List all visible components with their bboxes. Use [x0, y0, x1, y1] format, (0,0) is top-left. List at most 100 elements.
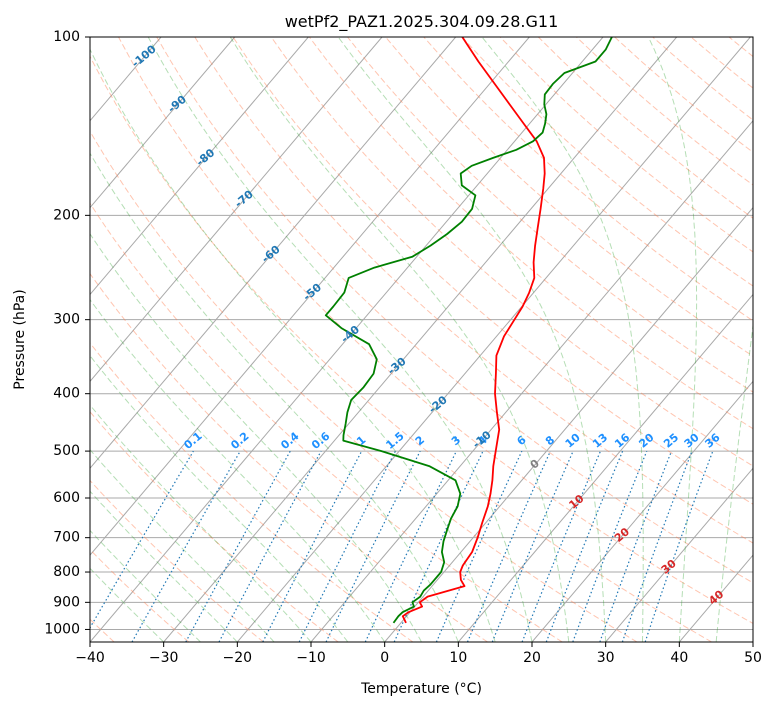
moist-adiabat-line	[482, 37, 643, 642]
dry-adiabat-line	[348, 37, 775, 642]
isotherm-line	[311, 37, 775, 642]
mixing-ratio-line	[299, 451, 395, 642]
x-tick-label: 50	[744, 650, 762, 666]
plot-frame	[90, 37, 753, 642]
mixing-ratio-label: 0.2	[228, 429, 251, 451]
temperature-profile-line	[403, 37, 545, 623]
moist-adiabat-line	[0, 37, 422, 642]
dewpoint-profile-line	[326, 37, 612, 623]
dry-adiabat-line	[195, 37, 775, 642]
chart-title: wetPf2_PAZ1.2025.304.09.28.G11	[285, 12, 559, 32]
isotherm-label: -60	[259, 243, 283, 266]
mixing-ratio-label: 20	[636, 431, 656, 451]
y-tick-label: 100	[53, 29, 80, 45]
x-tick-label: −20	[223, 650, 253, 666]
mixing-ratio-line	[186, 451, 290, 642]
mixing-ratio-line	[622, 451, 692, 642]
dry-adiabat-line	[42, 37, 637, 642]
mixing-ratio-label: 0.1	[181, 429, 204, 451]
x-tick-label: −10	[296, 650, 326, 666]
dry-adiabat-line	[615, 37, 775, 642]
x-tick-label: 40	[670, 650, 688, 666]
dry-adiabat-line	[500, 37, 775, 642]
isotherm-label: -90	[165, 93, 189, 116]
moist-adiabat-line	[716, 37, 775, 642]
isotherm-line	[16, 37, 529, 642]
x-tick-label: 10	[449, 650, 467, 666]
mixing-ratio-label: 10	[563, 431, 583, 451]
mixing-ratio-label: 13	[590, 431, 610, 451]
moist-adiabat-line	[33, 37, 458, 642]
x-tick-label: −40	[75, 650, 105, 666]
dry-adiabat-line	[767, 37, 775, 642]
mixing-ratio-label: 1	[354, 433, 368, 448]
moist-adiabat-line	[230, 37, 569, 642]
isotherm-line	[458, 37, 775, 642]
isotherm-line	[0, 37, 308, 642]
isotherm-line	[0, 37, 382, 642]
moist-adiabat-line	[84, 37, 495, 642]
x-axis-label: Temperature (°C)	[360, 681, 482, 697]
moist-adiabat-line	[148, 37, 532, 642]
moist-adiabat-line	[0, 141, 274, 642]
mixing-ratio-label: 16	[612, 431, 632, 451]
isotherm-label: -80	[194, 146, 218, 169]
moist-adiabat-line	[0, 73, 385, 642]
moist-adiabat-line	[0, 188, 201, 642]
mixing-ratio-label: 36	[702, 431, 722, 451]
x-tick-label: 0	[380, 650, 389, 666]
mixing-ratio-line	[132, 451, 240, 642]
x-tick-label: 20	[523, 650, 541, 666]
dry-adiabat-line	[0, 37, 338, 642]
mixing-ratio-label: 1.5	[383, 429, 406, 451]
y-tick-label: 300	[53, 312, 80, 328]
isotherm-line	[385, 37, 775, 642]
mixing-ratio-line	[600, 451, 672, 642]
dry-adiabat-line	[462, 37, 775, 642]
dry-adiabat-line	[4, 37, 562, 642]
y-tick-label: 900	[53, 594, 80, 610]
y-tick-label: 1000	[44, 621, 80, 637]
mixing-ratio-label: 0.6	[309, 429, 333, 452]
moist-adiabat-line	[0, 202, 164, 642]
mixing-ratio-label: 6	[514, 433, 528, 448]
mixing-ratio-line	[263, 451, 362, 642]
mixing-ratio-line	[468, 451, 551, 642]
moist-adiabat-line	[0, 166, 237, 642]
dry-adiabat-line	[386, 37, 775, 642]
y-tick-label: 200	[53, 207, 80, 223]
y-tick-label: 500	[53, 443, 80, 459]
isotherm-label: -50	[301, 281, 325, 304]
mixing-ratio-label: 8	[543, 433, 557, 448]
dry-adiabat-line	[0, 37, 189, 642]
mixing-ratio-label: 2	[413, 433, 427, 448]
moist-adiabat-line	[648, 37, 696, 642]
dry-adiabat-line	[0, 37, 488, 642]
mixing-ratio-line	[82, 451, 194, 642]
x-tick-label: −30	[149, 650, 179, 666]
mixing-ratio-line	[573, 451, 647, 642]
isotherm-label: -40	[338, 323, 362, 346]
mixing-ratio-label: 0.4	[278, 429, 302, 452]
isotherm-line	[606, 37, 775, 642]
isotherm-label: -100	[129, 42, 159, 70]
dry-adiabat-line	[691, 37, 775, 642]
x-tick-label: 30	[597, 650, 615, 666]
dry-adiabat-line	[576, 37, 775, 642]
mixing-ratio-line	[645, 451, 713, 642]
mixing-ratio-label: 25	[661, 431, 681, 451]
y-tick-label: 400	[53, 386, 80, 402]
isotherm-label: -70	[232, 187, 256, 210]
y-tick-label: 600	[53, 490, 80, 506]
isotherm-line	[532, 37, 775, 642]
mixing-ratio-line	[219, 451, 321, 642]
isotherm-line	[753, 37, 775, 642]
y-tick-label: 800	[53, 564, 80, 580]
mixing-ratio-label: 3	[449, 433, 463, 448]
isotherm-label: -30	[385, 355, 409, 378]
isotherm-line	[237, 37, 750, 642]
y-tick-label: 700	[53, 530, 80, 546]
y-axis-label: Pressure (hPa)	[12, 289, 28, 389]
